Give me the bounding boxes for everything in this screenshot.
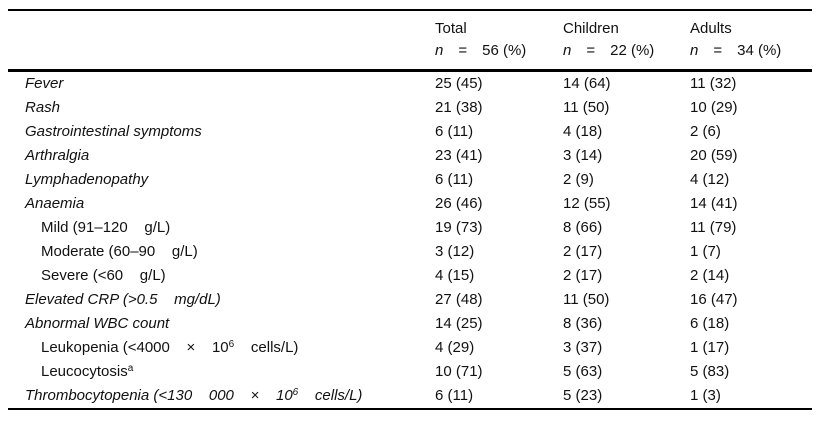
- row-label: Leukopenia (<4000 × 106 cells/L): [41, 339, 299, 356]
- cell-total: 21 (38): [435, 99, 483, 116]
- cell-total: 19 (73): [435, 219, 483, 236]
- row-label: Elevated CRP (>0.5 mg/dL): [25, 291, 221, 308]
- cell-total: 23 (41): [435, 147, 483, 164]
- cell-children: 8 (66): [563, 219, 603, 236]
- cell-total: 4 (15): [435, 267, 475, 284]
- clinical-findings-table: Total n = 56 (%) Children n = 22 (%) Adults …: [8, 9, 812, 410]
- cell-children: 8 (36): [563, 315, 603, 332]
- row-label: Fever: [25, 75, 64, 92]
- superscript: 6: [228, 339, 235, 350]
- row-label: Rash: [25, 99, 61, 116]
- row-label: Moderate (60–90 g/L): [41, 243, 198, 260]
- row-label: Leucocytosisa: [41, 363, 134, 380]
- cell-children: 5 (23): [563, 387, 603, 404]
- column-n-total: n = 56 (%): [435, 42, 527, 59]
- table-row-abnormal-wbc: Abnormal WBC count 14 (25) 8 (36) 6 (18): [8, 312, 812, 336]
- column-header-total: Total n = 56 (%): [435, 10, 563, 71]
- cell-children: 3 (37): [563, 339, 603, 356]
- table-row-leukopenia: Leukopenia (<4000 × 106 cells/L) 4 (29) …: [8, 336, 812, 360]
- footnote-marker: a: [127, 363, 134, 374]
- cell-children: 11 (50): [563, 291, 610, 308]
- cell-children: 4 (18): [563, 123, 603, 140]
- table-row-elevated-crp: Elevated CRP (>0.5 mg/dL) 27 (48) 11 (50…: [8, 288, 812, 312]
- row-label: Mild (91–120 g/L): [41, 219, 171, 236]
- cell-adults: 1 (17): [690, 339, 730, 356]
- cell-adults: 1 (7): [690, 243, 721, 260]
- cell-adults: 11 (32): [690, 75, 737, 92]
- cell-total: 6 (11): [435, 123, 474, 140]
- table-row-leucocytosis: Leucocytosisa 10 (71) 5 (63) 5 (83): [8, 360, 812, 384]
- row-label: Lymphadenopathy: [25, 171, 149, 188]
- cell-adults: 5 (83): [690, 363, 730, 380]
- cell-adults: 6 (18): [690, 315, 730, 332]
- cell-children: 2 (17): [563, 243, 603, 260]
- cell-total: 3 (12): [435, 243, 475, 260]
- table-row-anaemia-mild: Mild (91–120 g/L) 19 (73) 8 (66) 11 (79): [8, 216, 812, 240]
- cell-adults: 2 (6): [690, 123, 721, 140]
- row-label: Arthralgia: [25, 147, 90, 164]
- table-row-anaemia-severe: Severe (<60 g/L) 4 (15) 2 (17) 2 (14): [8, 264, 812, 288]
- header-row: Total n = 56 (%) Children n = 22 (%) Adults …: [8, 10, 812, 71]
- cell-adults: 20 (59): [690, 147, 738, 164]
- column-title-total: Total: [435, 20, 467, 37]
- superscript: 6: [292, 387, 299, 398]
- cell-children: 3 (14): [563, 147, 603, 164]
- cell-total: 10 (71): [435, 363, 483, 380]
- cell-total: 4 (29): [435, 339, 475, 356]
- table-row-fever: Fever 25 (45) 14 (64) 11 (32): [8, 71, 812, 97]
- column-header-children: Children n = 22 (%): [563, 10, 690, 71]
- table-row-anaemia-moderate: Moderate (60–90 g/L) 3 (12) 2 (17) 1 (7): [8, 240, 812, 264]
- cell-adults: 11 (79): [690, 219, 737, 236]
- row-label: Thrombocytopenia (<130 000 × 106 cells/L…: [25, 387, 363, 404]
- row-label: Gastrointestinal symptoms: [25, 123, 202, 140]
- cell-total: 25 (45): [435, 75, 483, 92]
- row-label: Severe (<60 g/L): [41, 267, 166, 284]
- cell-total: 27 (48): [435, 291, 483, 308]
- header-empty-cell: [8, 10, 435, 71]
- column-n-adults: n = 34 (%): [690, 42, 782, 59]
- table-row-arthralgia: Arthralgia 23 (41) 3 (14) 20 (59): [8, 144, 812, 168]
- cell-total: 6 (11): [435, 171, 474, 188]
- row-label: Anaemia: [25, 195, 85, 212]
- table-row-lymphadenopathy: Lymphadenopathy 6 (11) 2 (9) 4 (12): [8, 168, 812, 192]
- cell-children: 5 (63): [563, 363, 603, 380]
- column-n-children: n = 22 (%): [563, 42, 655, 59]
- cell-children: 12 (55): [563, 195, 611, 212]
- cell-adults: 10 (29): [690, 99, 738, 116]
- table-row-gastrointestinal: Gastrointestinal symptoms 6 (11) 4 (18) …: [8, 120, 812, 144]
- cell-total: 26 (46): [435, 195, 483, 212]
- table-row-anaemia: Anaemia 26 (46) 12 (55) 14 (41): [8, 192, 812, 216]
- cell-children: 2 (9): [563, 171, 594, 188]
- cell-adults: 2 (14): [690, 267, 730, 284]
- cell-children: 14 (64): [563, 75, 611, 92]
- row-label: Abnormal WBC count: [25, 315, 170, 332]
- cell-total: 14 (25): [435, 315, 483, 332]
- cell-adults: 14 (41): [690, 195, 738, 212]
- cell-adults: 1 (3): [690, 387, 721, 404]
- cell-children: 11 (50): [563, 99, 610, 116]
- column-title-children: Children: [563, 20, 619, 37]
- cell-total: 6 (11): [435, 387, 474, 404]
- cell-adults: 4 (12): [690, 171, 730, 188]
- table-row-thrombocytopenia: Thrombocytopenia (<130 000 × 106 cells/L…: [8, 384, 812, 409]
- table-row-rash: Rash 21 (38) 11 (50) 10 (29): [8, 96, 812, 120]
- column-header-adults: Adults n = 34 (%): [690, 10, 812, 71]
- cell-adults: 16 (47): [690, 291, 738, 308]
- cell-children: 2 (17): [563, 267, 603, 284]
- column-title-adults: Adults: [690, 20, 732, 37]
